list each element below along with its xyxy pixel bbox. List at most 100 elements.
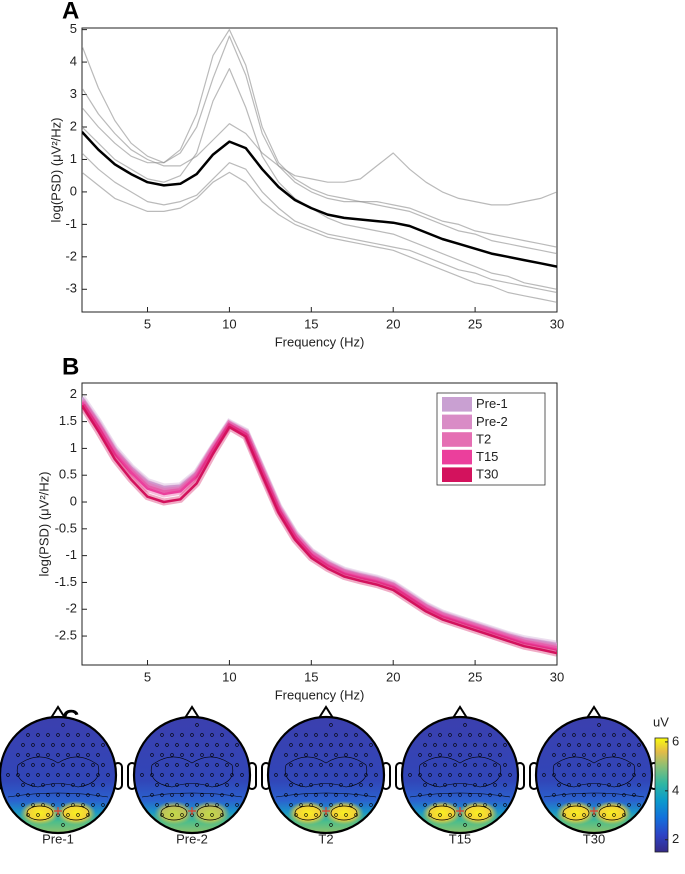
x-axis-label: Frequency (Hz) (275, 334, 365, 349)
electrode (632, 753, 636, 757)
contour (196, 805, 224, 821)
electrode (369, 783, 373, 787)
y-tick-label: -2.5 (55, 627, 77, 642)
electrode (448, 773, 452, 777)
electrode (503, 783, 507, 787)
electrode (160, 793, 164, 797)
electrode (314, 793, 318, 797)
contour (598, 805, 626, 821)
electrode (170, 733, 174, 737)
electrode (592, 773, 596, 777)
contour (294, 805, 322, 821)
electrode (354, 753, 358, 757)
electrode (463, 723, 467, 727)
electrode (329, 743, 333, 747)
electrode (552, 793, 556, 797)
y-tick-label: 1.5 (59, 413, 77, 428)
electrode (21, 783, 25, 787)
electrode (235, 763, 239, 767)
electrode (289, 783, 293, 787)
electrode (622, 813, 626, 817)
electrode (602, 813, 606, 817)
panel-label: A (62, 0, 79, 24)
electrode (205, 783, 209, 787)
electrode (354, 773, 358, 777)
electrode (349, 803, 353, 807)
y-tick-label: -0.5 (55, 520, 77, 535)
electrode (26, 733, 30, 737)
electrode (66, 733, 70, 737)
electrode (572, 793, 576, 797)
electrode (195, 763, 199, 767)
electrode (81, 743, 85, 747)
series-line (82, 171, 557, 303)
electrode (215, 743, 219, 747)
scalp (134, 717, 250, 833)
electrode (220, 813, 224, 817)
electrode (190, 733, 194, 737)
nose (318, 705, 334, 719)
head-outline (266, 715, 386, 835)
electrode (71, 803, 75, 807)
electrode (51, 783, 55, 787)
electrode (309, 783, 313, 787)
contour (160, 805, 188, 821)
electrode (180, 733, 184, 737)
electrode (473, 783, 477, 787)
electrode (498, 793, 502, 797)
y-tick-label: -1 (65, 216, 77, 231)
electrode (284, 773, 288, 777)
electrode (155, 763, 159, 767)
electrode (488, 793, 492, 797)
electrode (473, 763, 477, 767)
electrode (359, 763, 363, 767)
electrode (473, 803, 477, 807)
electrode (180, 773, 184, 777)
electrode (617, 783, 621, 787)
hot-spot (288, 801, 328, 825)
electrode (190, 773, 194, 777)
electrode (185, 743, 189, 747)
electrode (344, 813, 348, 817)
y-axis-label: log(PSD) (μV²/Hz) (48, 118, 63, 223)
electrode (319, 743, 323, 747)
colorbar-tick-label: 2 (672, 831, 679, 846)
electrode (597, 763, 601, 767)
electrode (577, 803, 581, 807)
electrode (627, 783, 631, 787)
electrode (448, 733, 452, 737)
electrode (448, 753, 452, 757)
electrode (488, 733, 492, 737)
electrode (458, 733, 462, 737)
electrode (294, 733, 298, 737)
electrode (498, 753, 502, 757)
electrode (433, 783, 437, 787)
electrode (190, 753, 194, 757)
x-tick-label: 15 (304, 669, 318, 684)
electrode (319, 783, 323, 787)
electrode (61, 743, 65, 747)
electrode (86, 813, 90, 817)
x-axis-label: Frequency (Hz) (275, 687, 365, 702)
electrode (443, 803, 447, 807)
series-line (82, 402, 557, 651)
electrode (289, 763, 293, 767)
electrode (612, 733, 616, 737)
electrode (433, 803, 437, 807)
electrode (6, 773, 10, 777)
legend-swatch (442, 467, 472, 482)
electrode (607, 783, 611, 787)
legend-swatch (442, 397, 472, 412)
y-tick-label: -2 (65, 601, 77, 616)
electrode (349, 743, 353, 747)
electrode (96, 793, 100, 797)
electrode (622, 733, 626, 737)
y-axis-label: log(PSD) (μV²/Hz) (36, 472, 51, 577)
electrode (453, 803, 457, 807)
electrode (607, 743, 611, 747)
electrode (418, 753, 422, 757)
electrode (428, 793, 432, 797)
electrode (319, 803, 323, 807)
electrode (562, 753, 566, 757)
electrode (150, 753, 154, 757)
